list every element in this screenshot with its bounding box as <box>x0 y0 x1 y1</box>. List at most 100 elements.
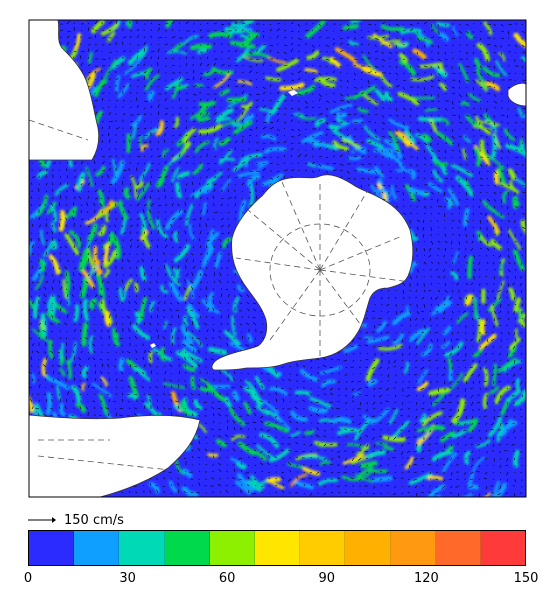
speed-streak <box>462 148 467 160</box>
speed-streak <box>513 249 525 271</box>
current-vector <box>430 121 433 124</box>
current-vector <box>261 407 264 410</box>
current-vector <box>498 296 502 300</box>
current-vector <box>409 226 412 229</box>
current-vector <box>114 337 117 340</box>
current-vector <box>108 163 112 165</box>
current-vector <box>66 259 70 263</box>
speed-streak <box>139 135 143 148</box>
current-vector <box>206 316 208 319</box>
current-vector <box>227 99 232 102</box>
speed-streak <box>421 411 443 427</box>
current-vector <box>108 378 111 382</box>
current-vector <box>143 363 146 368</box>
current-vector <box>332 37 335 40</box>
current-vector <box>87 56 89 60</box>
speed-streak <box>354 85 377 99</box>
current-vector <box>241 22 246 25</box>
current-vector <box>150 181 152 186</box>
current-vector <box>416 310 420 315</box>
current-vector <box>472 100 477 103</box>
current-vector <box>38 162 42 165</box>
current-vector <box>500 198 502 203</box>
speed-streak <box>120 216 127 235</box>
current-vector <box>283 30 287 32</box>
current-vector <box>184 210 187 214</box>
current-vector <box>420 387 425 390</box>
current-vector <box>367 156 370 158</box>
current-vector <box>388 149 391 153</box>
current-vector <box>38 216 41 221</box>
current-vector <box>521 107 526 109</box>
current-vector <box>162 336 166 340</box>
current-vector <box>86 329 89 333</box>
current-vector <box>234 79 238 82</box>
current-vector <box>290 30 294 33</box>
current-vector <box>150 175 153 179</box>
current-vector <box>141 400 145 403</box>
current-vector <box>444 163 446 166</box>
current-vector <box>164 23 169 25</box>
current-vector <box>500 37 504 39</box>
current-vector <box>115 105 117 109</box>
current-vector <box>192 141 195 144</box>
current-vector <box>500 23 504 27</box>
current-vector <box>99 295 103 298</box>
current-vector <box>38 169 42 172</box>
current-vector <box>478 233 481 238</box>
current-vector <box>367 177 370 180</box>
current-vector <box>206 218 210 221</box>
current-vector <box>213 344 215 347</box>
current-vector <box>367 380 369 383</box>
current-vector <box>374 71 377 74</box>
speed-streak <box>321 379 336 388</box>
current-vector <box>192 127 196 130</box>
current-vector <box>444 128 447 132</box>
current-vector <box>31 301 34 305</box>
speed-streak <box>259 108 274 115</box>
current-vector <box>150 239 153 242</box>
current-vector <box>37 359 40 361</box>
current-vector <box>143 195 147 200</box>
current-vector <box>506 275 509 279</box>
current-vector <box>486 198 491 202</box>
current-vector <box>178 161 182 165</box>
current-vector <box>59 223 61 228</box>
current-vector <box>458 65 461 70</box>
current-vector <box>385 387 390 391</box>
current-vector <box>507 205 509 210</box>
current-vector <box>192 76 195 81</box>
current-vector <box>386 352 390 355</box>
current-vector <box>107 174 110 179</box>
speed-streak <box>485 118 498 133</box>
current-vector <box>107 386 110 389</box>
current-vector <box>136 128 140 130</box>
speed-streak <box>475 115 492 135</box>
current-vector <box>204 358 208 361</box>
current-vector <box>471 310 474 313</box>
current-vector <box>269 64 272 67</box>
current-vector <box>513 296 516 300</box>
speed-streak <box>180 324 194 345</box>
current-vector <box>472 79 476 84</box>
current-vector <box>500 282 503 286</box>
current-vector <box>493 219 496 224</box>
current-vector <box>479 72 483 77</box>
current-vector <box>372 401 376 405</box>
current-vector <box>66 314 69 319</box>
current-vector <box>171 217 176 221</box>
current-vector <box>37 281 40 284</box>
current-vector <box>248 128 253 131</box>
current-vector <box>282 408 285 410</box>
current-vector <box>37 310 40 312</box>
speed-streak <box>463 135 471 143</box>
current-vector <box>283 121 287 124</box>
current-vector <box>493 93 497 98</box>
current-vector <box>430 240 434 245</box>
current-vector <box>51 344 54 347</box>
speed-streak <box>468 92 481 102</box>
current-vector <box>409 303 412 306</box>
current-vector <box>129 364 132 368</box>
current-vector <box>178 44 181 46</box>
current-vector <box>248 65 253 68</box>
